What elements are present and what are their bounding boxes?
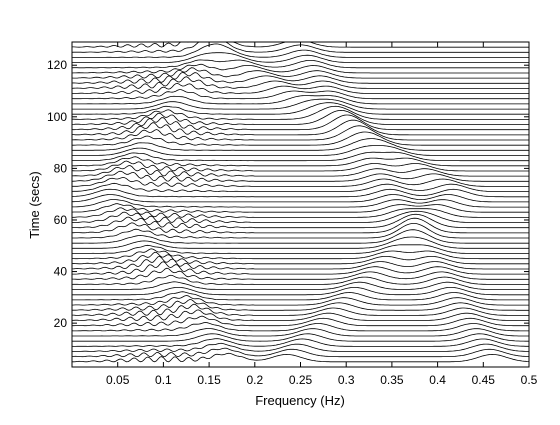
waterfall-trace: [72, 176, 529, 187]
waterfall-trace: [72, 67, 529, 79]
waterfall-trace: [72, 251, 529, 265]
trace-fill: [72, 353, 529, 367]
waterfall-trace: [72, 352, 529, 363]
waterfall-trace: [72, 333, 529, 342]
waterfall-trace: [72, 102, 529, 115]
waterfall-trace: [72, 42, 529, 43]
waterfall-trace: [72, 109, 529, 125]
waterfall-trace: [72, 105, 529, 120]
waterfall-trace: [72, 125, 529, 141]
waterfall-trace: [72, 338, 529, 347]
x-tick-label: 0.3: [338, 373, 355, 387]
waterfall-trace: [72, 42, 529, 48]
waterfall-trace: [72, 71, 529, 84]
waterfall-trace: [72, 291, 529, 301]
waterfall-trace: [72, 229, 529, 244]
waterfall-trace: [72, 82, 529, 95]
waterfall-trace: [72, 299, 529, 311]
waterfall-trace: [72, 328, 529, 337]
waterfall-trace: [72, 59, 529, 69]
waterfall-trace: [72, 248, 529, 260]
y-tick-label: 80: [54, 161, 68, 175]
waterfall-trace: [72, 114, 529, 131]
x-axis-ticks: 0.05 0.1 0.15 0.2 0.25 0.3 0.35 0.4 0.45 0.5: [106, 42, 538, 387]
waterfall-trace: [72, 63, 529, 74]
waterfall-trace: [72, 261, 529, 275]
x-tick-label: 0.15: [197, 373, 221, 387]
waterfall-trace: [72, 322, 529, 332]
waterfall-trace: [72, 188, 529, 198]
y-tick-label: 100: [47, 110, 67, 124]
y-tick-label: 20: [54, 316, 68, 330]
waterfall-trace: [72, 138, 529, 151]
waterfall-trace: [72, 255, 529, 270]
waterfall-trace: [72, 295, 529, 306]
waterfall-trace: [72, 89, 529, 100]
x-tick-label: 0.1: [155, 373, 172, 387]
waterfall-trace: [72, 52, 529, 63]
x-tick-label: 0.35: [380, 373, 404, 387]
waterfall-trace: [72, 274, 529, 285]
x-tick-label: 0.2: [246, 373, 263, 387]
waterfall-trace: [72, 170, 529, 182]
waterfall-trace: [72, 98, 529, 110]
waterfall-trace: [72, 151, 529, 162]
waterfall-trace: [72, 207, 529, 218]
waterfall-trace: [72, 182, 529, 193]
waterfall-trace: [72, 194, 529, 203]
waterfall-trace: [72, 287, 529, 296]
waterfall-trace: [72, 199, 529, 208]
x-tick-label: 0.4: [429, 373, 446, 387]
x-tick-label: 0.45: [472, 373, 496, 387]
waterfall-trace: [72, 236, 529, 249]
x-tick-label: 0.25: [289, 373, 313, 387]
waterfall-trace: [72, 244, 529, 254]
waterfall-trace: [72, 281, 529, 290]
waterfall-trace: [72, 309, 529, 322]
waterfall-trace: [72, 303, 529, 316]
waterfall-trace: [72, 223, 529, 239]
waterfall-trace: [72, 315, 529, 327]
waterfall-trace: [72, 131, 529, 146]
trace-group: [72, 42, 529, 367]
waterfall-trace: [72, 156, 529, 167]
x-tick-label: 0.05: [106, 373, 130, 387]
waterfall-trace: [72, 210, 529, 224]
x-axis-label: Frequency (Hz): [255, 393, 345, 408]
waterfall-trace: [72, 203, 529, 213]
y-axis-ticks: 20 40 60 80 100 120: [47, 58, 529, 330]
waterfall-trace: [72, 76, 529, 89]
waterfall-trace: [72, 347, 529, 358]
waterfall-trace: [72, 160, 529, 172]
waterfall-trace: [72, 213, 529, 229]
waterfall-trace: [72, 119, 529, 136]
y-tick-label: 60: [54, 213, 68, 227]
waterfall-trace: [72, 165, 529, 177]
waterfall-trace: [72, 342, 529, 352]
y-axis-label: Time (secs): [27, 171, 42, 238]
waterfall-trace: [72, 267, 529, 280]
waterfall-trace: [72, 95, 529, 105]
x-tick-label: 0.5: [521, 373, 538, 387]
waterfall-trace: [72, 145, 529, 156]
waterfall-trace: [72, 217, 529, 234]
waterfall-trace: [72, 43, 529, 58]
y-tick-label: 120: [47, 58, 67, 72]
y-tick-label: 40: [54, 265, 68, 279]
